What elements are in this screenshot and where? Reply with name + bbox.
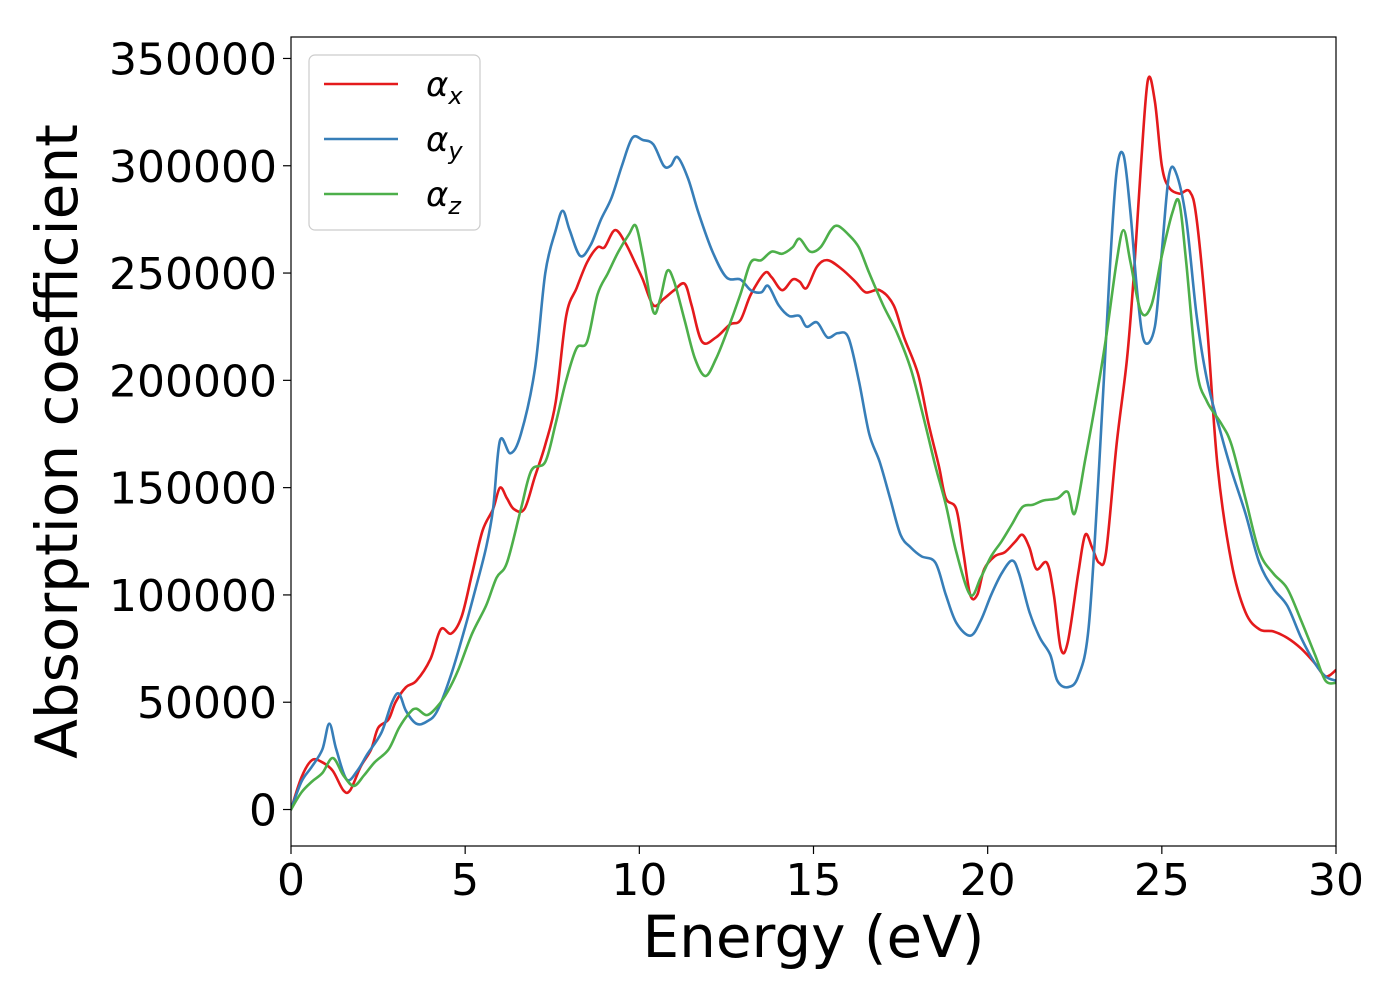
y-tick-label: 0: [249, 786, 277, 837]
axes-layer: 0 5 10 15 20 25 30 0 50000 100000 150000 200000 2500…: [23, 34, 1364, 971]
series-line-y: [291, 134, 1336, 811]
y-tick-label: 300000: [109, 142, 277, 193]
legend-label-subscript: z: [447, 192, 462, 220]
y-tick-label: 150000: [109, 464, 277, 515]
legend-label-subscript: y: [447, 137, 463, 165]
legend-label-base: α: [426, 120, 448, 160]
x-axis-title: Energy (eV): [642, 903, 984, 971]
y-tick-label: 100000: [109, 571, 277, 622]
x-tick-label: 0: [277, 855, 305, 906]
plot-layer: [291, 75, 1336, 811]
legend-label-base: α: [426, 65, 448, 105]
y-tick-label: 250000: [109, 249, 277, 300]
series-line-x: [291, 75, 1336, 811]
legend-label-y: αy: [426, 120, 463, 165]
x-tick-label: 5: [451, 855, 479, 906]
x-tick-label: 10: [611, 855, 667, 906]
y-tick-label: 200000: [109, 356, 277, 407]
x-tick-label: 20: [960, 855, 1016, 906]
series-line-z: [291, 197, 1336, 811]
x-tick-label: 30: [1308, 855, 1364, 906]
legend-label-z: αz: [426, 175, 462, 220]
legend-box: [308, 54, 481, 231]
legend-label-subscript: x: [447, 82, 463, 110]
y-tick-label: 50000: [137, 678, 277, 729]
x-tick-label: 25: [1134, 855, 1190, 906]
legend-label-base: α: [426, 175, 448, 215]
y-axis-title: Absorption coefficient: [23, 124, 91, 759]
y-tick-label: 350000: [109, 34, 277, 85]
x-tick-label: 15: [786, 855, 842, 906]
legend-label-x: αx: [426, 65, 463, 110]
